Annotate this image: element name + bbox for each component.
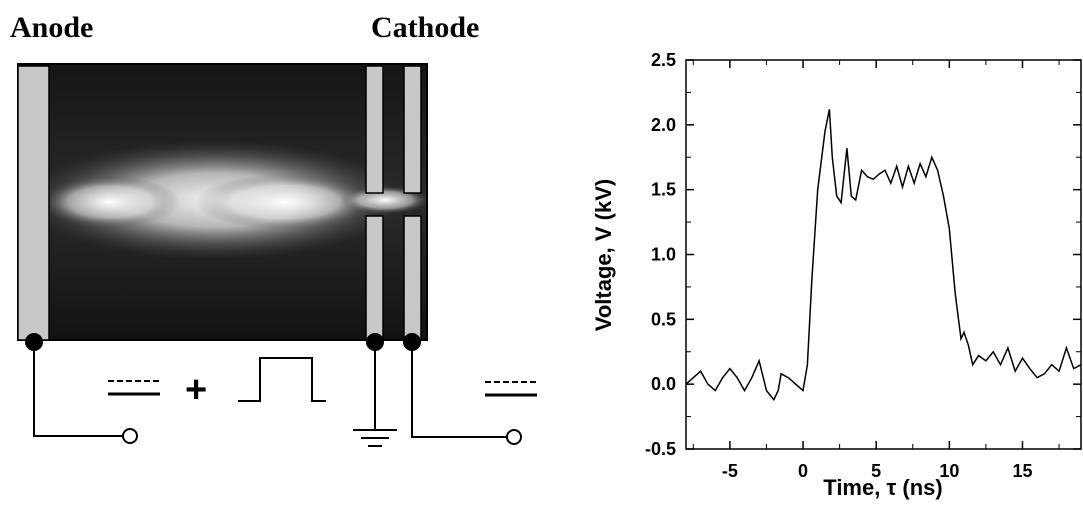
plasma-glow-left	[40, 176, 180, 228]
cathode-grid-lower	[365, 215, 384, 341]
voltage-series-line	[685, 109, 1082, 402]
y-tick-label: 0.0	[651, 374, 676, 394]
x-tick-label: 5	[871, 461, 881, 481]
cathode-grid-upper	[365, 65, 384, 194]
x-tick-labels: -5 0 5 10 15	[722, 461, 1033, 481]
voltage-chart: -5 0 5 10 15 -0.5 0.0 0.5 1.0 1.5 2.0 2.5 Time, τ …	[591, 50, 1082, 500]
plus-sign: +	[185, 369, 207, 411]
y-tick-label: 1.0	[651, 245, 676, 265]
anode-wire	[33, 342, 123, 437]
y-tick-label: 2.5	[651, 50, 676, 70]
y-axis-title: Voltage, V (kV)	[591, 179, 616, 331]
anode-plate	[17, 65, 50, 341]
ground-icon	[353, 342, 397, 447]
y-tick-label: 0.5	[651, 309, 676, 329]
x-tick-label: 15	[1012, 461, 1032, 481]
cathode-output-terminal	[506, 429, 522, 445]
ticks-group	[686, 59, 1081, 450]
cathode-plate-upper	[403, 65, 422, 194]
x-axis-title: Time, τ (ns)	[823, 475, 942, 500]
dc-symbol-left	[108, 380, 160, 396]
dc-symbol-right	[485, 381, 537, 397]
cathode-wire	[411, 342, 507, 438]
discharge-diagram: Anode Cathode +	[10, 11, 537, 447]
anode-output-terminal	[122, 428, 138, 444]
plasma-glow-right	[195, 174, 375, 230]
pulse-symbol	[238, 357, 326, 402]
anode-label: Anode	[10, 11, 93, 44]
y-tick-label: -0.5	[645, 439, 676, 459]
y-tick-label: 1.5	[651, 180, 676, 200]
x-tick-label: -5	[722, 461, 738, 481]
cathode-plate-lower	[403, 215, 422, 341]
x-tick-label: 0	[798, 461, 808, 481]
cathode-label: Cathode	[371, 11, 479, 44]
y-tick-labels: -0.5 0.0 0.5 1.0 1.5 2.0 2.5	[645, 50, 676, 459]
y-tick-label: 2.0	[651, 115, 676, 135]
x-tick-label: 10	[939, 461, 959, 481]
